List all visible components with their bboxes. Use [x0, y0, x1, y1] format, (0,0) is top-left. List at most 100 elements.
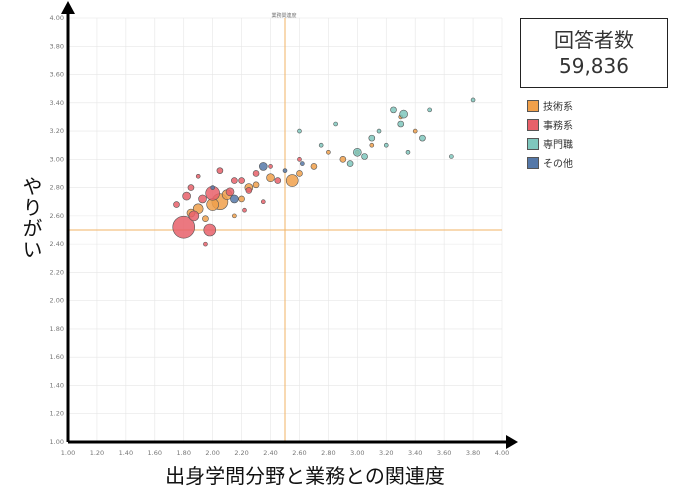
x-tick-label: 3.60: [437, 449, 451, 457]
data-point-other: [210, 185, 215, 190]
x-tick-label: 2.40: [263, 449, 277, 457]
legend-label-specialist: 専門職: [543, 140, 573, 151]
reference-lines: [68, 18, 502, 442]
x-tick-label: 1.80: [176, 449, 190, 457]
data-point-office: [274, 177, 282, 184]
data-point-specialist: [318, 142, 324, 148]
data-point-office: [188, 210, 200, 222]
x-tick-label: 1.60: [148, 449, 162, 457]
y-tick-label: 1.80: [50, 325, 64, 333]
x-axis-arrow: [506, 435, 518, 449]
data-point-office: [238, 177, 245, 184]
data-point-specialist: [368, 134, 376, 142]
legend-item-specialist[interactable]: 専門職: [527, 134, 573, 153]
data-point-tech: [369, 142, 375, 148]
data-point-office: [195, 173, 201, 179]
data-point-office: [231, 177, 238, 184]
y-tick-label: 2.60: [50, 212, 64, 220]
data-point-specialist: [376, 128, 382, 134]
axes: [61, 1, 518, 449]
legend-item-tech[interactable]: 技術系: [527, 96, 573, 115]
y-tick-label: 2.00: [50, 297, 64, 305]
tick-labels: 1.00 1.20 1.40 1.60 1.80 2.00 2.20 2.40 2.60 2.80…: [50, 14, 510, 457]
legend: 技術系 事務系 専門職 その他: [527, 96, 573, 172]
data-point-specialist: [297, 128, 302, 134]
data-point-tech: [339, 156, 347, 163]
legend-label-tech: 技術系: [543, 102, 573, 113]
x-tick-label: 2.20: [234, 449, 248, 457]
legend-label-office: 事務系: [543, 121, 573, 132]
data-point-office: [268, 164, 273, 169]
data-point-office: [203, 223, 217, 237]
y-tick-label: 3.60: [50, 71, 64, 79]
data-point-specialist: [397, 120, 405, 128]
data-point-specialist: [346, 160, 354, 167]
y-tick-label: 1.20: [50, 410, 64, 418]
y-tick-label: 3.40: [50, 99, 64, 107]
y-tick-label: 1.40: [50, 381, 64, 389]
y-tick-label: 3.00: [50, 155, 64, 163]
data-point-specialist: [399, 109, 408, 119]
data-point-specialist: [383, 142, 389, 148]
legend-swatch-other: [527, 156, 539, 169]
data-point-office: [203, 241, 208, 247]
data-points: [172, 97, 476, 247]
legend-swatch-specialist: [527, 137, 539, 150]
x-tick-label: 4.00: [495, 449, 509, 457]
x-tick-label: 3.40: [408, 449, 422, 457]
x-tick-label: 3.80: [466, 449, 480, 457]
data-point-office: [187, 184, 195, 191]
y-tick-label: 2.80: [50, 184, 64, 192]
legend-item-other[interactable]: その他: [527, 153, 573, 172]
data-point-tech: [310, 163, 318, 170]
data-point-other: [258, 162, 268, 171]
y-tick-label: 1.00: [50, 438, 64, 446]
data-point-tech: [326, 149, 331, 155]
data-point-office: [245, 187, 253, 194]
data-point-office: [216, 167, 224, 174]
x-axis-label: 出身学問分野と業務との関連度: [165, 464, 445, 488]
respondent-count-title: 回答者数: [554, 28, 634, 52]
data-point-tech: [412, 128, 418, 134]
x-tick-label: 2.80: [321, 449, 335, 457]
legend-swatch-tech: [527, 99, 539, 112]
data-point-specialist: [427, 107, 432, 113]
data-point-office: [260, 199, 266, 205]
y-tick-label: 3.80: [50, 42, 64, 50]
data-point-tech: [252, 181, 260, 189]
x-tick-label: 3.20: [379, 449, 393, 457]
data-point-office: [225, 187, 235, 197]
x-tick-label: 1.40: [119, 449, 133, 457]
y-axis-label: やりがい: [19, 176, 43, 260]
data-point-office: [182, 191, 191, 201]
data-point-office: [172, 215, 196, 239]
data-point-tech: [232, 213, 237, 219]
data-point-office: [198, 194, 207, 204]
data-point-office: [252, 170, 260, 177]
data-point-other: [230, 194, 239, 204]
y-tick-label: 4.00: [50, 14, 64, 22]
data-point-specialist: [419, 134, 426, 142]
data-point-specialist: [361, 153, 368, 160]
data-point-specialist: [353, 147, 362, 157]
y-tick-label: 3.20: [50, 127, 64, 135]
data-point-tech: [266, 173, 275, 183]
data-point-specialist: [405, 149, 411, 155]
data-point-office: [242, 207, 247, 213]
data-point-specialist: [333, 121, 338, 127]
x-tick-label: 1.20: [90, 449, 104, 457]
legend-swatch-office: [527, 118, 539, 131]
x-tick-label: 1.00: [61, 449, 75, 457]
data-point-tech: [285, 174, 299, 187]
data-point-office: [173, 201, 180, 208]
data-point-office: [297, 157, 302, 162]
respondent-count-box: 回答者数 59,836: [520, 18, 668, 88]
respondent-count-value: 59,836: [559, 54, 629, 78]
legend-item-office[interactable]: 事務系: [527, 115, 573, 134]
chart-title: 業務関連度: [271, 12, 296, 19]
data-point-tech: [296, 170, 303, 177]
y-axis-arrow: [61, 1, 75, 14]
data-point-other: [282, 168, 288, 173]
data-point-specialist: [449, 154, 454, 159]
